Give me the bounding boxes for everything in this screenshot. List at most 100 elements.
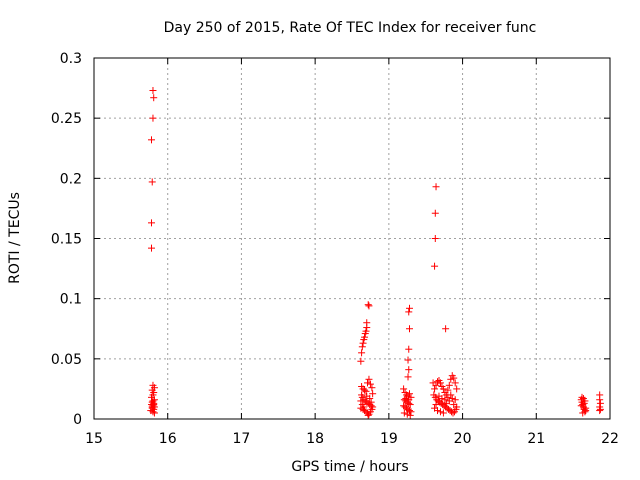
data-point <box>404 373 412 381</box>
data-point <box>453 403 461 411</box>
data-point <box>578 393 586 401</box>
data-point <box>368 384 376 392</box>
data-point <box>149 114 157 122</box>
data-point <box>407 408 415 416</box>
y-axis-label: ROTI / TECUs <box>7 192 23 284</box>
data-point <box>365 302 373 310</box>
data-point <box>406 411 414 419</box>
chart-title: Day 250 of 2015, Rate Of TEC Index for r… <box>164 20 537 36</box>
data-point <box>445 381 453 389</box>
data-point <box>366 380 374 388</box>
data-point <box>405 396 413 404</box>
x-tick-label: 20 <box>454 431 472 447</box>
data-point <box>405 308 413 316</box>
x-tick-label: 19 <box>380 431 398 447</box>
x-tick-label: 18 <box>306 431 324 447</box>
data-point <box>358 349 366 357</box>
data-point <box>400 409 408 417</box>
data-point <box>438 395 446 403</box>
data-point <box>432 183 440 191</box>
data-point <box>405 304 413 312</box>
data-point <box>405 390 413 398</box>
y-tick-label: 0.1 <box>60 292 82 308</box>
data-point <box>359 339 367 347</box>
data-point <box>149 408 157 416</box>
data-point <box>402 395 410 403</box>
data-point <box>405 366 413 374</box>
y-tick-label: 0.25 <box>51 111 82 127</box>
data-point <box>596 396 604 404</box>
data-point <box>361 386 369 394</box>
data-point <box>442 325 450 333</box>
data-point <box>447 375 455 383</box>
data-point <box>358 343 366 351</box>
y-tick-label: 0 <box>73 412 82 428</box>
data-point <box>453 385 461 393</box>
data-point <box>439 385 447 393</box>
data-point <box>367 398 375 406</box>
data-point <box>368 405 376 413</box>
data-point <box>577 402 585 410</box>
data-point <box>444 386 452 394</box>
data-point <box>451 379 459 387</box>
x-axis-label: GPS time / hours <box>291 459 408 475</box>
y-tick-label: 0.05 <box>51 352 82 368</box>
plot-frame <box>93 57 611 420</box>
y-tick-label: 0.3 <box>60 51 82 67</box>
data-point <box>432 381 440 389</box>
data-point <box>448 395 456 403</box>
data-point <box>434 378 442 386</box>
data-point <box>357 357 365 365</box>
data-point <box>405 345 413 353</box>
y-tick-label: 0.2 <box>60 171 82 187</box>
data-point <box>363 319 371 327</box>
data-point <box>150 401 158 409</box>
x-tick-label: 21 <box>527 431 545 447</box>
data-point <box>150 94 158 102</box>
data-point <box>150 409 158 417</box>
data-point <box>431 209 439 217</box>
data-point <box>449 409 457 417</box>
grid <box>94 58 610 419</box>
data-point <box>431 385 439 393</box>
data-point <box>147 136 155 144</box>
data-point <box>439 409 447 417</box>
data-point <box>365 375 373 383</box>
data-point <box>147 244 155 252</box>
data-point <box>405 325 413 333</box>
data-point <box>451 396 459 404</box>
data-point <box>431 235 439 242</box>
data-point <box>366 395 374 403</box>
data-point <box>400 385 408 393</box>
data-point <box>148 178 156 186</box>
data-point <box>406 401 414 409</box>
x-tick-label: 15 <box>85 431 103 447</box>
data-point <box>149 86 157 94</box>
data-point <box>447 391 455 399</box>
data-point <box>357 397 365 405</box>
x-tick-label: 22 <box>601 431 619 447</box>
data-point <box>147 219 155 227</box>
data-point <box>362 327 370 335</box>
data-point <box>431 262 439 270</box>
data-point <box>361 333 369 341</box>
data-point <box>596 407 604 415</box>
x-tick-label: 17 <box>233 431 251 447</box>
data-point <box>403 391 411 399</box>
data-point <box>362 387 370 395</box>
data-point <box>434 407 442 415</box>
axis-ticks: 15 16 17 18 19 20 21 22 0 0.05 0.1 0.15 0.2 0.25 0.3 <box>51 51 619 447</box>
data-point <box>582 407 590 415</box>
data-point <box>364 301 372 309</box>
data-point <box>404 356 412 364</box>
y-tick-label: 0.15 <box>51 232 82 248</box>
data-points <box>147 86 604 419</box>
data-point <box>436 408 444 416</box>
data-point <box>436 379 444 387</box>
data-point <box>364 411 372 419</box>
x-tick-label: 16 <box>159 431 177 447</box>
data-point <box>405 407 413 415</box>
data-point <box>403 410 411 418</box>
data-point <box>596 405 604 413</box>
